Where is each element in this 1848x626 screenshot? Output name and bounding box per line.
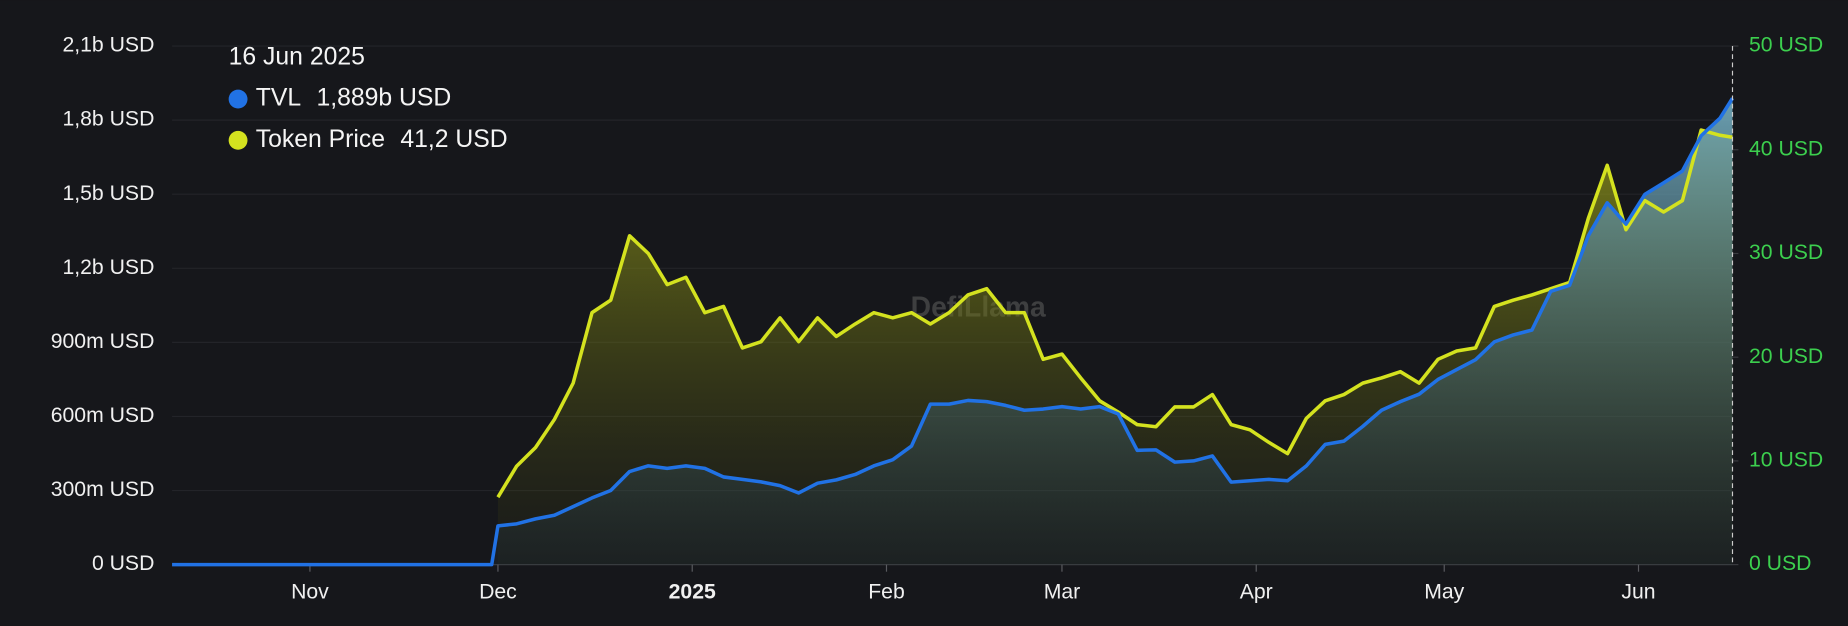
y2-tick-label: 30 USD [1749,241,1823,264]
y2-tick-label: 10 USD [1749,449,1823,472]
y-tick-label: 0 USD [92,552,154,575]
tooltip-title: 16 Jun 2025 [229,43,365,70]
tooltip-value: 41,2 USD [400,126,507,153]
plot [172,97,1735,567]
x-tick-label: Dec [479,581,517,604]
x-tick-label: May [1424,581,1464,604]
y2-tick-label: 20 USD [1749,345,1823,368]
y-tick-label: 300m USD [51,478,155,501]
x-tick-label: Nov [291,581,329,604]
y-tick-label: 1,2b USD [62,256,154,279]
legend-dot [228,130,248,150]
tooltip: 16 Jun 2025 TVL 1,889b USD Token Price 41,2… [228,43,508,153]
y-tick-label: 1,8b USD [62,108,154,131]
y-tick-label: 1,5b USD [62,182,154,205]
x-tick-label: Mar [1044,581,1081,604]
series-line [172,97,1735,567]
legend-label: TVL [256,85,301,112]
x-tick-label: Jun [1621,581,1655,604]
x-tick-label: Apr [1240,581,1273,604]
tooltip-value: 1,889b USD [316,85,451,112]
y2-tick-label: 40 USD [1749,137,1823,160]
y-tick-label: 900m USD [51,330,155,353]
y2-tick-label: 50 USD [1749,34,1823,57]
x-tick-label: 2025 [669,581,716,604]
area-fill [172,98,1733,565]
x-tick-label: Feb [868,581,905,604]
y2-tick-label: 0 USD [1749,552,1811,575]
axis-labels: 0 USD 300m USD 600m USD 900m USD 1,2b USD 1,5… [51,34,1824,604]
legend-dot [228,89,248,109]
legend-label: Token Price [256,126,385,153]
y-tick-label: 600m USD [51,404,155,427]
y-tick-label: 2,1b USD [62,34,154,57]
